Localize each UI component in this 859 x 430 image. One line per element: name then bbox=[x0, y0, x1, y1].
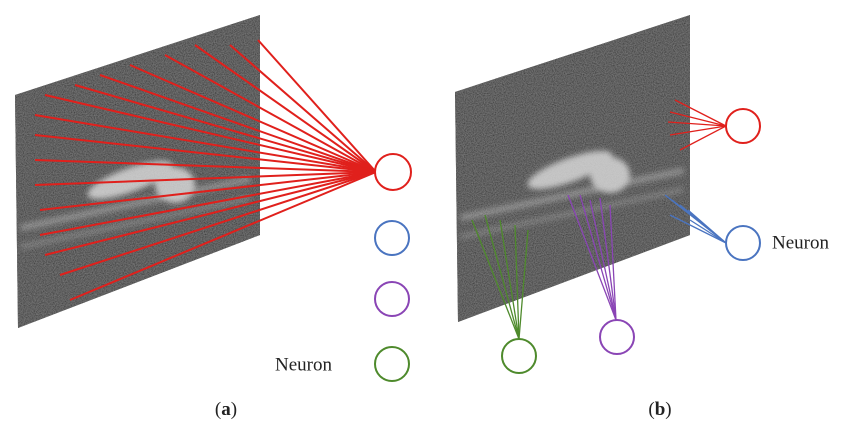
neuron bbox=[502, 339, 536, 373]
neuron bbox=[375, 347, 409, 381]
neuron bbox=[375, 282, 409, 316]
neuron bbox=[375, 221, 409, 255]
neuron bbox=[726, 226, 760, 260]
caption-letter: b bbox=[655, 399, 666, 420]
neuron-label: Neuron bbox=[772, 232, 829, 253]
sar-image-a bbox=[15, 15, 260, 328]
caption-part: ) bbox=[665, 399, 671, 420]
neuron bbox=[375, 154, 411, 190]
caption-letter: a bbox=[221, 399, 231, 420]
sar-image-b bbox=[455, 15, 690, 322]
caption: (a) bbox=[215, 399, 237, 420]
caption: (b) bbox=[648, 399, 671, 420]
connection bbox=[690, 220, 726, 243]
neuron-label: Neuron bbox=[275, 354, 332, 375]
figure: Neuron Neuron (a) (b) bbox=[0, 0, 859, 430]
caption-part: ) bbox=[231, 399, 237, 420]
neuron bbox=[726, 109, 760, 143]
neuron bbox=[600, 320, 634, 354]
